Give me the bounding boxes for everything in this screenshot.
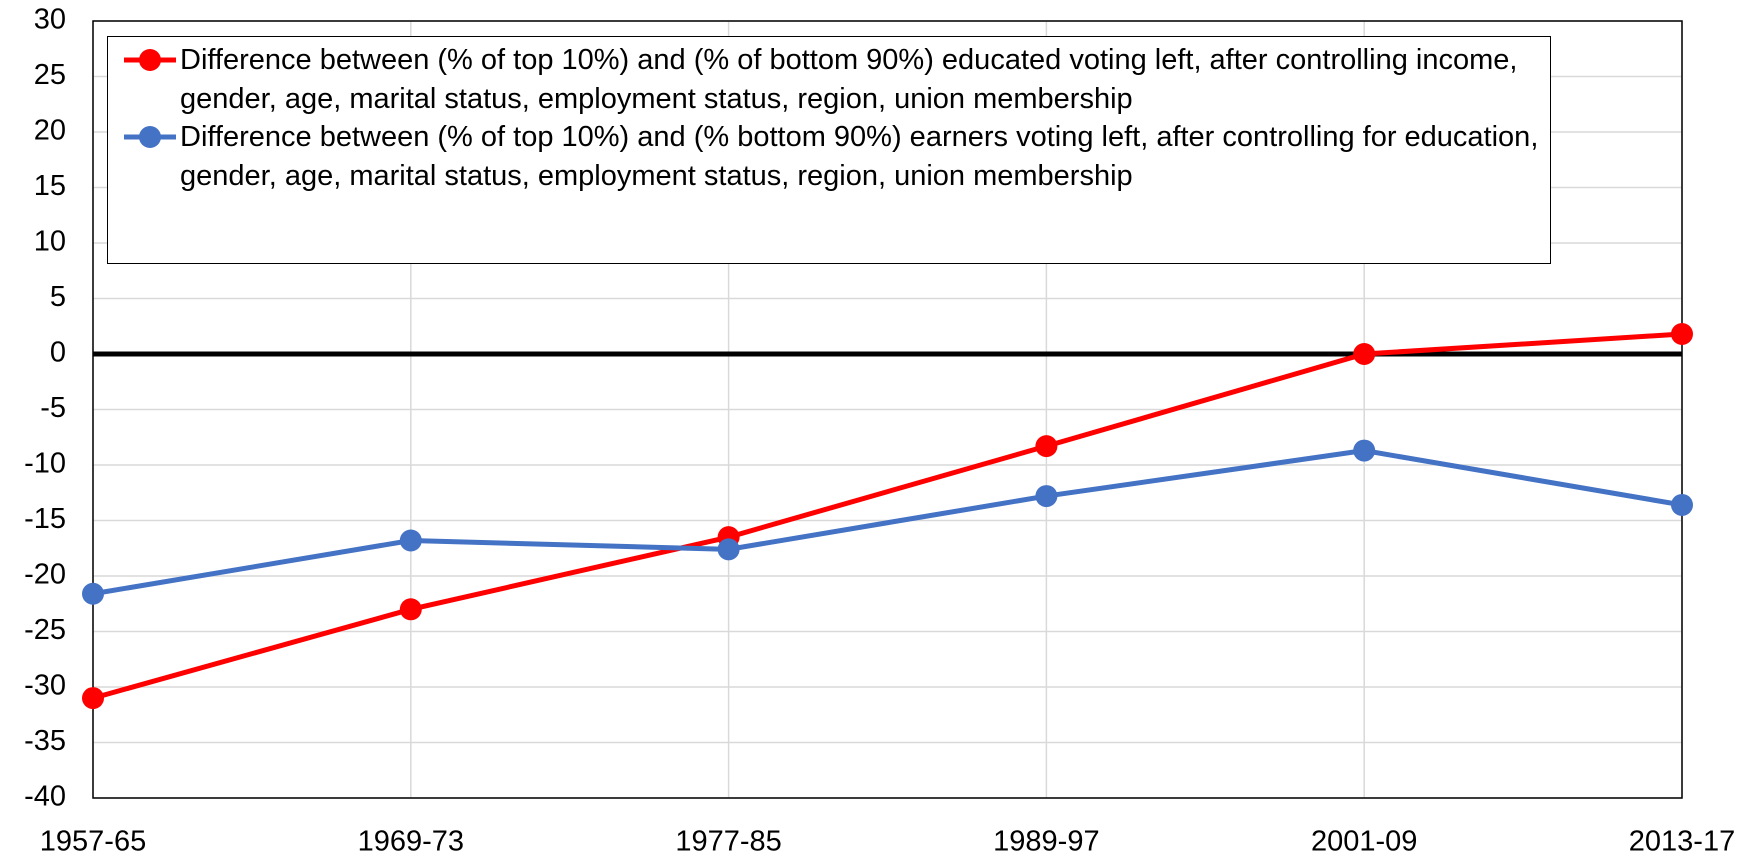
- x-tick-label: 1969-73: [358, 826, 464, 858]
- data-point: [399, 529, 422, 552]
- legend-icon: [124, 49, 176, 71]
- legend-marker: [139, 126, 161, 148]
- data-point: [717, 538, 740, 561]
- legend-label: Difference between (% of top 10%) and (%…: [180, 44, 1518, 115]
- x-tick-label: 2013-17: [1629, 826, 1735, 858]
- data-point: [1353, 439, 1376, 462]
- legend-label: Difference between (% of top 10%) and (%…: [180, 121, 1539, 192]
- y-tick-label: 10: [34, 226, 66, 258]
- y-tick-label: 30: [34, 4, 66, 36]
- y-tick-label: -5: [40, 392, 66, 424]
- y-tick-label: 25: [34, 59, 66, 91]
- data-point: [1353, 343, 1376, 365]
- data-point: [1671, 323, 1693, 346]
- x-tick-label: 1989-97: [993, 826, 1099, 858]
- series-line: [92, 448, 1683, 597]
- y-tick-label: 0: [50, 337, 66, 369]
- series-line: [92, 331, 1683, 701]
- legend-entry: Difference between (% of top 10%) and (%…: [108, 41, 1540, 118]
- y-tick-label: -20: [24, 559, 66, 591]
- y-tick-label: 5: [50, 281, 66, 313]
- y-tick-label: -40: [24, 781, 66, 813]
- data-point: [82, 687, 104, 710]
- x-tick-label: 1977-85: [675, 826, 781, 858]
- legend-entry: Difference between (% of top 10%) and (%…: [108, 118, 1540, 195]
- y-tick-label: -35: [24, 725, 66, 757]
- data-point: [1035, 435, 1058, 458]
- legend-icon: [124, 126, 176, 148]
- data-point: [1035, 485, 1058, 508]
- data-point: [1671, 493, 1693, 516]
- y-tick-label: -25: [24, 614, 66, 646]
- data-point: [82, 582, 104, 605]
- legend: Difference between (% of top 10%) and (%…: [107, 36, 1551, 264]
- y-tick-label: 20: [34, 115, 66, 147]
- y-tick-label: -15: [24, 503, 66, 535]
- x-tick-label: 2001-09: [1311, 826, 1417, 858]
- data-point: [399, 598, 422, 621]
- y-tick-label: 15: [34, 170, 66, 202]
- x-tick-label: 1957-65: [40, 826, 146, 858]
- plot-border: [92, 20, 1683, 799]
- y-tick-label: -10: [24, 448, 66, 480]
- legend-marker: [139, 49, 161, 71]
- y-tick-label: -30: [24, 670, 66, 702]
